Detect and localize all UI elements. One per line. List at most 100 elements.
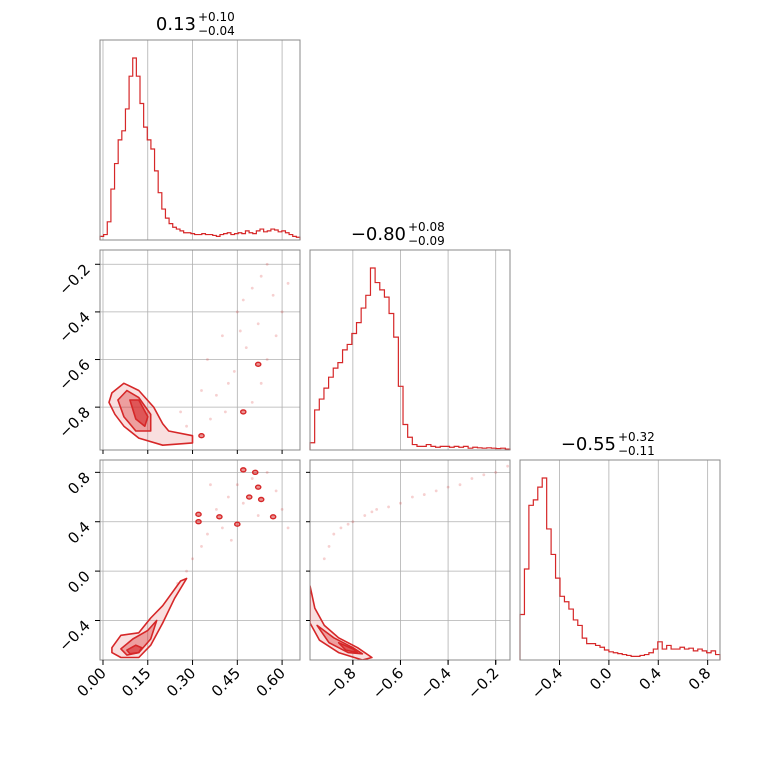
scatter-point	[209, 483, 212, 487]
scatter-point	[185, 424, 188, 428]
pair-panel-1-3	[99, 459, 301, 661]
y-tick-label-p3: 0.8	[64, 468, 94, 498]
scatter-point	[226, 495, 230, 499]
scatter-point	[286, 526, 290, 530]
pair-panel-1-3-bg	[100, 460, 300, 660]
contour-island	[269, 514, 277, 520]
scatter-point	[223, 410, 227, 414]
scatter-point	[265, 470, 269, 474]
contour-island	[254, 484, 262, 490]
contour-island	[234, 521, 241, 527]
hist-panel-2-bg	[310, 250, 510, 450]
scatter-point	[410, 495, 414, 499]
scatter-point	[327, 545, 331, 548]
scatter-point	[265, 358, 269, 361]
x-tick-label-p3: 0.8	[685, 664, 715, 694]
hist-panel-3	[519, 459, 721, 661]
scatter-point	[271, 293, 275, 297]
scatter-point	[346, 522, 350, 526]
y-tick-label-p2: −0.8	[55, 403, 93, 441]
scatter-point	[494, 470, 498, 474]
contour-inner	[126, 644, 143, 655]
hist-panel-1	[99, 39, 301, 241]
contour-island	[257, 496, 265, 503]
scatter-point	[226, 381, 230, 385]
y-tick-label-p2: −0.6	[55, 356, 93, 394]
scatter-point	[215, 507, 218, 511]
scatter-point	[322, 557, 326, 561]
scatter-point	[265, 262, 269, 266]
scatter-point	[244, 346, 248, 350]
scatter-point	[458, 483, 462, 487]
scatter-point	[387, 505, 390, 509]
scatter-point	[250, 286, 254, 290]
contour-island	[195, 511, 202, 518]
scatter-point	[370, 510, 374, 514]
hist-panel-1-border	[99, 39, 301, 241]
contour-island	[254, 361, 262, 367]
scatter-point	[235, 483, 239, 487]
scatter-point	[259, 274, 263, 278]
title-minus-3: −0.11	[618, 444, 655, 458]
scatter-point	[446, 485, 450, 489]
contour-island	[245, 494, 253, 500]
pair-panel-2-3-bg	[310, 460, 510, 660]
title-value-3: −0.55	[561, 434, 616, 455]
pair-panel-2-3-border	[309, 459, 511, 661]
title-plus-2: +0.08	[408, 220, 445, 234]
contour-island	[216, 514, 223, 520]
y-tick-label-p3: 0.4	[64, 518, 94, 548]
y-tick-label-p3: 0.0	[64, 567, 94, 597]
pair-panel-1-2-border	[99, 249, 301, 451]
scatter-point	[241, 298, 245, 302]
x-tick-label-p2: −0.6	[369, 664, 407, 702]
scatter-point	[229, 538, 233, 542]
contour-island	[198, 433, 205, 439]
hist-panel-1-bg	[100, 40, 300, 240]
scatter-point	[250, 400, 254, 404]
contour-outer	[111, 577, 188, 659]
scatter-point	[470, 477, 474, 480]
scatter-point	[375, 507, 379, 511]
scatter-point	[286, 281, 290, 285]
title-minus-2: −0.09	[408, 234, 445, 248]
x-tick-label-p2: −0.2	[464, 664, 502, 702]
scatter-point	[259, 381, 263, 385]
pair-panel-1-2-content	[108, 262, 290, 447]
scatter-point	[351, 520, 355, 524]
contour-mid	[120, 619, 158, 656]
scatter-point	[250, 477, 254, 480]
x-tick-label-p1: 0.00	[73, 664, 109, 700]
pair-panel-1-2	[99, 249, 301, 451]
hist-panel-2-border	[309, 249, 511, 451]
contour-island	[195, 519, 202, 525]
title-value-1: 0.13	[156, 14, 196, 35]
scatter-point	[238, 329, 242, 333]
y-tick-label-p3: −0.4	[55, 617, 93, 655]
histogram-step-3	[519, 477, 721, 660]
scatter-point	[200, 389, 203, 392]
pair-panel-1-3-content	[111, 467, 290, 659]
scatter-point	[241, 501, 245, 505]
scatter-point	[506, 464, 510, 468]
x-tick-label-p2: −0.8	[321, 664, 359, 702]
hist-panel-3-border	[519, 459, 721, 661]
contour-island	[251, 469, 259, 476]
scatter-point	[280, 507, 284, 511]
scatter-point	[280, 310, 284, 314]
scatter-point	[191, 557, 194, 561]
scatter-point	[209, 417, 212, 421]
scatter-point	[274, 334, 278, 338]
histogram-step-2	[309, 267, 511, 450]
title-plus-3: +0.32	[618, 430, 655, 444]
contour-inner	[337, 641, 359, 654]
x-tick-label-p3: 0.0	[586, 664, 616, 694]
pair-panel-1-3-border	[99, 459, 301, 661]
y-tick-label-p2: −0.4	[55, 308, 93, 346]
scatter-point	[256, 322, 260, 326]
scatter-point	[206, 532, 209, 536]
x-tick-label-p1: 0.45	[208, 664, 244, 700]
scatter-point	[206, 358, 209, 361]
